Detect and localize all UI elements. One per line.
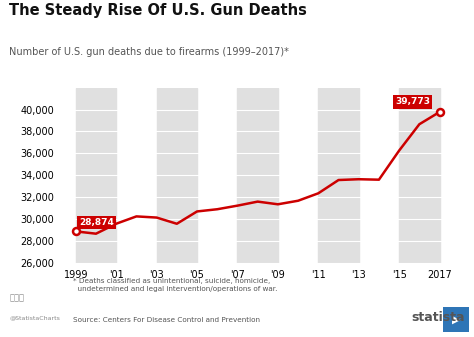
Text: Number of U.S. gun deaths due to firearms (1999–2017)*: Number of U.S. gun deaths due to firearm… [9, 47, 289, 57]
Bar [319, 88, 359, 263]
Text: The Steady Rise Of U.S. Gun Deaths: The Steady Rise Of U.S. Gun Deaths [9, 3, 307, 19]
Text: 28,874: 28,874 [79, 218, 114, 227]
Bar [399, 88, 439, 263]
Text: * Deaths classified as unintentional, suicide, homicide,
  undetermined and lega: * Deaths classified as unintentional, su… [73, 278, 278, 292]
Text: ⓒⓘⓔ: ⓒⓘⓔ [9, 293, 25, 302]
Bar [237, 88, 278, 263]
Bar [156, 88, 197, 263]
Text: statista: statista [411, 310, 465, 324]
Text: 39,773: 39,773 [395, 97, 430, 106]
Text: Source: Centers For Disease Control and Prevention: Source: Centers For Disease Control and … [73, 317, 261, 323]
Text: @StatistaCharts: @StatistaCharts [9, 315, 60, 320]
Bar [76, 88, 116, 263]
Text: ▶: ▶ [452, 314, 460, 324]
